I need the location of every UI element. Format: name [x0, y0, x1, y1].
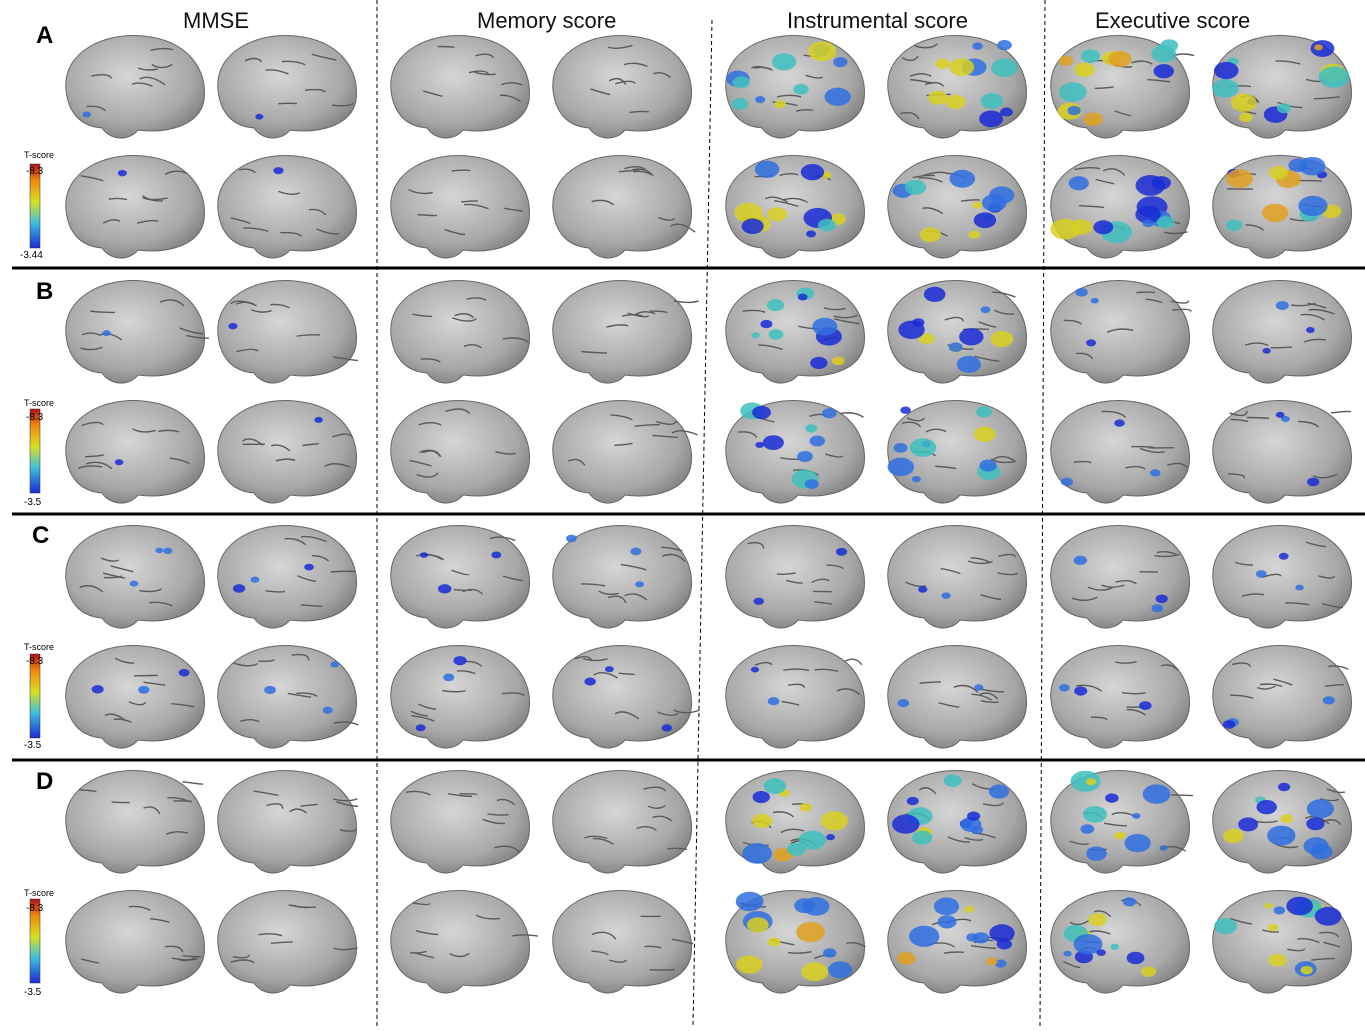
brain-surface	[552, 524, 692, 629]
brain-surface	[390, 34, 530, 139]
brain-surface	[887, 279, 1027, 384]
brain-surface	[1212, 769, 1352, 874]
brain-surface	[65, 154, 205, 259]
colorbar-min-b: -3.5	[24, 497, 42, 508]
brain-surface	[217, 889, 358, 994]
colorbar-max-c: -8.3	[26, 656, 44, 667]
colorbar-max-b: -8.3	[26, 412, 44, 423]
brain-surface	[217, 524, 357, 629]
brain-surface	[552, 154, 696, 259]
brain-surface	[725, 279, 865, 384]
brain-surface	[725, 154, 865, 259]
brain-surface	[552, 279, 699, 384]
brain-surface	[1050, 34, 1195, 139]
brain-surface	[1212, 34, 1352, 139]
brain-surface	[217, 279, 359, 384]
brain-surface	[1050, 889, 1190, 994]
brain-surface	[65, 644, 205, 749]
brain-surface	[65, 279, 209, 384]
colorbar-title-d: T-score	[24, 888, 55, 898]
brain-surface	[1050, 279, 1192, 384]
colorbar-title-c: T-score	[24, 642, 55, 652]
brain-surface	[725, 769, 865, 874]
brain-surface	[1212, 524, 1352, 629]
brain-surface	[887, 34, 1027, 139]
brain-surface	[217, 399, 357, 504]
brain-surface	[65, 34, 205, 139]
brain-surface	[390, 154, 530, 259]
brain-surface	[887, 154, 1027, 259]
brain-surface	[1050, 769, 1193, 874]
colorbar-min-d: -3.5	[24, 987, 42, 998]
brain-surface	[1050, 644, 1190, 749]
colorbar-title-a: T-score	[24, 150, 55, 160]
brain-surface	[1050, 154, 1190, 259]
colorbar	[29, 163, 41, 249]
column-title-memory: Memory score	[477, 8, 617, 33]
brain-surface	[65, 769, 205, 874]
column-divider	[692, 19, 713, 1027]
colorbar	[29, 653, 41, 739]
brain-surface	[725, 889, 866, 994]
brain-surface	[1212, 399, 1352, 504]
brain-surface	[552, 769, 692, 874]
colorbar	[29, 898, 41, 984]
brain-surface	[552, 34, 692, 139]
row-label-a: A	[36, 22, 54, 49]
column-divider	[1039, 0, 1046, 1027]
brain-surface	[217, 769, 359, 874]
brain-surface	[887, 399, 1027, 504]
brain-surface	[1212, 644, 1352, 749]
colorbar-max-a: -8.3	[26, 166, 44, 177]
column-title-mmse: MMSE	[183, 8, 249, 33]
brain-surface	[390, 769, 530, 874]
brain-surface	[217, 154, 357, 259]
brain-surface	[552, 644, 700, 749]
brain-surface	[390, 399, 530, 504]
brain-surface	[725, 524, 865, 629]
brain-surface	[887, 769, 1027, 874]
brain-surface	[1212, 279, 1352, 384]
brain-surface	[725, 644, 865, 749]
brain-surface	[725, 399, 865, 504]
brain-surface	[1212, 889, 1352, 994]
column-title-executive: Executive score	[1095, 8, 1251, 33]
brain-surface	[725, 34, 865, 139]
dividers	[12, 0, 1365, 1027]
brain-surface	[552, 889, 694, 994]
brain-surface	[65, 524, 205, 629]
brain-panels	[29, 34, 1352, 994]
column-title-instrumental: Instrumental score	[787, 8, 968, 33]
brain-surface	[1050, 399, 1190, 504]
brain-surface	[390, 279, 530, 384]
brain-surface	[552, 399, 698, 504]
brain-surface	[217, 34, 357, 139]
brain-surface	[390, 889, 539, 994]
brain-surface	[390, 644, 530, 749]
brain-surface	[217, 644, 359, 749]
brain-surface	[65, 399, 205, 504]
brain-surface	[1212, 154, 1352, 259]
colorbar-min-c: -3.5	[24, 740, 42, 751]
brain-surface	[65, 889, 205, 994]
row-label-d: D	[36, 768, 54, 795]
brain-surface	[887, 889, 1027, 994]
brain-surface	[390, 524, 530, 629]
colorbar	[29, 408, 41, 494]
colorbar-max-d: -8.3	[26, 903, 44, 914]
brain-surface	[1050, 524, 1190, 629]
brain-surface	[887, 524, 1027, 629]
row-label-c: C	[32, 522, 50, 549]
colorbar-min-a: -3.44	[20, 250, 43, 261]
colorbar-title-b: T-score	[24, 398, 55, 408]
row-label-b: B	[36, 278, 54, 305]
brain-surface	[887, 644, 1027, 749]
